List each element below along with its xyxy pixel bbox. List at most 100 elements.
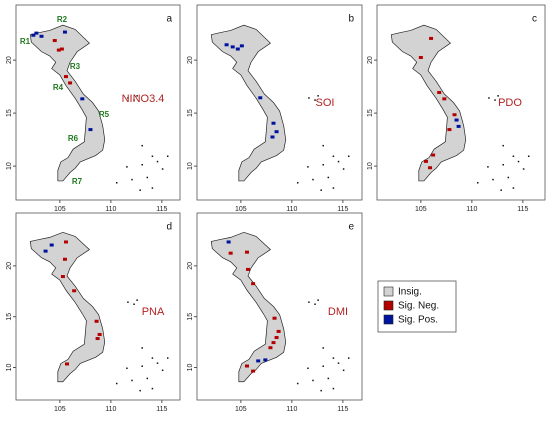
- sig-pos-cell: [456, 124, 461, 128]
- sig-neg-cell: [246, 267, 250, 271]
- island: [166, 357, 169, 359]
- sig-neg-cell: [95, 337, 100, 341]
- legend-swatch: [383, 314, 394, 325]
- island: [488, 97, 490, 99]
- sig-neg-cell: [268, 346, 273, 350]
- island: [476, 182, 479, 184]
- sig-neg-cell: [244, 364, 249, 368]
- island: [312, 178, 314, 181]
- island: [127, 97, 129, 99]
- island: [308, 97, 310, 99]
- index-label: NINO3.4: [122, 93, 165, 105]
- sig-neg-cell: [97, 332, 102, 336]
- region-label: R2: [57, 15, 68, 24]
- island: [115, 382, 118, 385]
- x-tick-label: 105: [235, 206, 247, 213]
- island: [332, 357, 335, 359]
- sig-pos-cell: [49, 243, 54, 247]
- y-tick-label: 15: [187, 313, 194, 321]
- island: [512, 155, 515, 158]
- island: [502, 164, 504, 166]
- map-panel: 105 110 115 10 15 20 d PNA: [6, 212, 181, 413]
- island: [141, 164, 143, 166]
- x-tick-label: 110: [105, 406, 116, 413]
- country-shape: [210, 231, 287, 383]
- sig-pos-cell: [39, 34, 44, 38]
- y-tick-label: 10: [367, 162, 374, 170]
- island: [337, 160, 340, 163]
- sig-pos-cell: [258, 96, 263, 100]
- sig-pos-cell: [239, 44, 244, 48]
- island: [307, 367, 309, 370]
- y-tick-label: 15: [187, 109, 194, 117]
- island: [347, 357, 350, 359]
- island: [317, 299, 319, 301]
- x-tick-label: 105: [415, 206, 427, 213]
- island: [296, 382, 299, 385]
- region-label: R1: [20, 37, 31, 46]
- x-tick-label: 110: [466, 206, 477, 213]
- x-tick-label: 115: [156, 206, 167, 213]
- sig-neg-cell: [63, 240, 68, 244]
- sig-pos-cell: [271, 121, 276, 125]
- sig-neg-cell: [56, 48, 61, 52]
- island: [332, 187, 335, 189]
- island: [161, 369, 164, 372]
- island: [517, 160, 520, 163]
- x-tick-label: 115: [517, 206, 528, 213]
- y-tick-label: 10: [187, 364, 194, 372]
- sig-neg-cell: [65, 362, 69, 366]
- sig-neg-cell: [94, 319, 99, 323]
- island: [492, 178, 494, 181]
- y-tick-label: 20: [367, 56, 374, 64]
- island: [151, 357, 154, 359]
- legend-label: Sig. Pos.: [398, 315, 438, 326]
- island: [314, 303, 316, 305]
- island: [320, 189, 322, 191]
- sig-neg-cell: [429, 36, 434, 40]
- island: [342, 168, 345, 170]
- sig-neg-cell: [274, 336, 279, 340]
- sig-neg-cell: [452, 113, 457, 117]
- x-tick-label: 115: [337, 206, 348, 213]
- sig-neg-cell: [431, 153, 436, 157]
- island: [500, 189, 502, 191]
- sig-neg-cell: [63, 75, 68, 79]
- island: [151, 187, 154, 189]
- sig-neg-cell: [251, 282, 256, 286]
- country-shape: [29, 24, 106, 182]
- index-label: DMI: [328, 306, 348, 318]
- index-label: PNA: [142, 306, 165, 318]
- island: [126, 166, 128, 168]
- sig-neg-cell: [251, 369, 256, 373]
- region-label: R3: [70, 62, 81, 71]
- y-tick-label: 15: [367, 109, 374, 117]
- island: [507, 176, 510, 179]
- island: [141, 365, 143, 367]
- y-tick-label: 10: [6, 364, 13, 372]
- island: [347, 155, 350, 158]
- island: [337, 362, 340, 364]
- x-tick-label: 115: [156, 406, 167, 413]
- panel-letter: c: [532, 14, 537, 25]
- sig-pos-cell: [31, 33, 36, 37]
- sig-pos-cell: [270, 135, 275, 139]
- sig-pos-cell: [34, 31, 39, 35]
- island: [136, 95, 138, 97]
- island: [512, 187, 515, 189]
- island: [133, 99, 135, 101]
- sig-pos-cell: [230, 45, 235, 49]
- island: [494, 99, 496, 101]
- sig-neg-cell: [59, 47, 64, 51]
- map-panel: 105 110 115 10 15 20 a NINO3.4 R1 R2 R3 R4 R5 R6 R7: [6, 4, 181, 213]
- sig-pos-cell: [235, 47, 240, 51]
- island: [151, 387, 154, 390]
- sig-pos-cell: [454, 118, 459, 122]
- sig-pos-cell: [274, 130, 279, 134]
- island: [342, 369, 345, 372]
- y-tick-label: 20: [187, 262, 194, 270]
- sig-pos-cell: [226, 240, 231, 244]
- panel-letter: a: [166, 14, 172, 25]
